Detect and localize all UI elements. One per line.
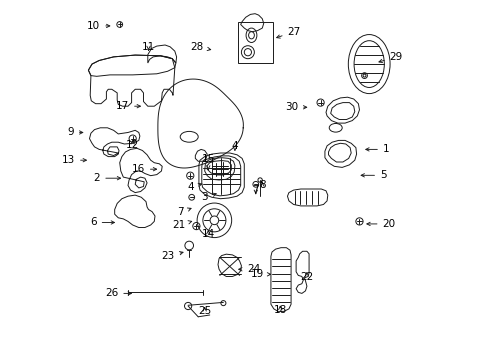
Text: 2: 2 — [94, 173, 121, 183]
Text: 15: 15 — [202, 154, 215, 170]
Text: 4: 4 — [187, 182, 202, 192]
Text: 14: 14 — [202, 229, 215, 239]
Text: 22: 22 — [300, 271, 314, 282]
Text: 8: 8 — [259, 180, 266, 190]
Text: 18: 18 — [273, 305, 287, 315]
Text: 29: 29 — [379, 52, 403, 63]
Text: 1: 1 — [366, 144, 390, 154]
Text: 10: 10 — [87, 21, 110, 31]
Text: 25: 25 — [198, 306, 211, 316]
Text: 27: 27 — [277, 27, 301, 38]
Text: 5: 5 — [361, 170, 387, 180]
Text: 4: 4 — [232, 141, 238, 152]
Text: 19: 19 — [250, 269, 270, 279]
Text: 26: 26 — [105, 288, 131, 298]
Text: 7: 7 — [252, 185, 259, 195]
Text: 23: 23 — [162, 251, 183, 261]
Text: 28: 28 — [190, 42, 211, 52]
Text: 6: 6 — [90, 217, 115, 228]
Text: 12: 12 — [126, 140, 139, 150]
Text: 17: 17 — [116, 101, 141, 111]
Text: 7: 7 — [177, 207, 191, 217]
Text: 24: 24 — [239, 264, 260, 274]
Text: 11: 11 — [142, 42, 155, 53]
Text: 16: 16 — [132, 164, 157, 174]
Text: 21: 21 — [172, 220, 192, 230]
Text: 9: 9 — [68, 127, 83, 138]
Text: 13: 13 — [62, 155, 86, 165]
Text: 3: 3 — [202, 192, 216, 202]
Text: 20: 20 — [367, 219, 395, 229]
Text: 30: 30 — [285, 102, 307, 112]
